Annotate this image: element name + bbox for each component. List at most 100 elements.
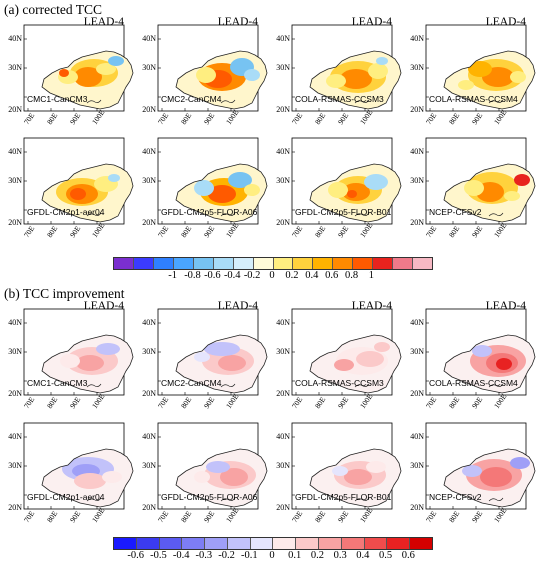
- tcc-contour: [347, 190, 357, 198]
- section-a-title: (a) corrected TCC: [4, 2, 102, 17]
- lat-tick-label: 40N: [410, 432, 424, 441]
- tcc-contour: [376, 57, 388, 65]
- axis-ticks: [426, 38, 500, 111]
- colorbar-tick-label: -0.4: [223, 270, 241, 281]
- lat-tick-label: 30N: [410, 347, 424, 356]
- colorbar-tick-label: -0.5: [150, 550, 167, 561]
- lat-tick-label: 20N: [410, 389, 424, 398]
- colorbar-segment: [341, 538, 365, 549]
- lat-tick-label: 20N: [276, 105, 290, 114]
- coastline: [86, 99, 102, 104]
- colorbar-a: [113, 257, 433, 270]
- map-frame: [291, 137, 402, 225]
- map-frame: [23, 24, 134, 112]
- tcc-contour: [59, 69, 69, 77]
- coastline: [220, 497, 236, 502]
- tcc-contour: [96, 63, 116, 75]
- lat-tick-label: 20N: [142, 105, 156, 114]
- model-name-label: NCEP-CFSv2: [429, 492, 482, 502]
- axis-ticks: [24, 38, 98, 111]
- lat-tick-label: 40N: [276, 34, 290, 43]
- plateau-boundary: [41, 448, 134, 508]
- lat-tick-label: 30N: [276, 461, 290, 470]
- colorbar-segment: [227, 538, 251, 549]
- lat-tick-label: 20N: [142, 218, 156, 227]
- colorbar-tick-label: 0.5: [379, 550, 393, 561]
- colorbar-segment: [364, 538, 388, 549]
- tcc-contour: [70, 188, 86, 200]
- tcc-contour: [208, 185, 236, 203]
- improvement-contour: [74, 473, 106, 489]
- tcc-contour: [74, 67, 102, 87]
- colorbar-tick-label: 0.8: [344, 270, 359, 281]
- coastline: [86, 383, 102, 388]
- plateau-boundary: [443, 163, 536, 223]
- axis-ticks: [24, 436, 98, 509]
- lat-tick-label: 30N: [142, 63, 156, 72]
- improvement-contour: [472, 345, 492, 357]
- improvement-contour: [496, 358, 512, 370]
- lat-tick-label: 30N: [8, 63, 22, 72]
- colorbar-tick-label: 0.1: [288, 550, 302, 561]
- lat-tick-label: 30N: [276, 347, 290, 356]
- improvement-contour: [366, 461, 386, 473]
- colorbar-segment: [173, 258, 194, 269]
- map-panel: 40N 30N 20N 70E 80E 90E 100E GFDL-CM2p5-FLOR-B0…: [268, 130, 402, 239]
- plateau-boundary: [175, 50, 268, 110]
- tcc-contour: [340, 69, 372, 89]
- axis-ticks: [292, 436, 366, 509]
- plateau-boundary: [309, 448, 402, 508]
- colorbar-tick-label: 0: [269, 270, 275, 281]
- lat-tick-label: 40N: [142, 147, 156, 156]
- map-frame: [425, 422, 536, 510]
- map-frame: [425, 24, 536, 112]
- coastline: [354, 383, 370, 388]
- map-frame: [291, 308, 402, 396]
- tcc-contour: [108, 56, 124, 66]
- colorbar-tick-label: -0.4: [172, 550, 190, 561]
- colorbar-segment: [410, 538, 432, 549]
- lead-label: LEAD-4: [217, 16, 258, 28]
- improvement-contour: [60, 354, 80, 368]
- colorbar-tick-label: -0.2: [218, 550, 235, 561]
- colorbar-tick-label: 0.4: [305, 270, 319, 281]
- coastline: [488, 497, 504, 502]
- lat-tick-label: 40N: [142, 318, 156, 327]
- model-name-label: CMC1-CanCM3: [27, 94, 88, 104]
- colorbar-segment: [319, 538, 342, 549]
- colorbar-segment: [233, 258, 254, 269]
- map-frame: [157, 137, 268, 225]
- colorbar-segment: [387, 538, 411, 549]
- axis-ticks: [158, 151, 232, 224]
- colorbar-segment: [153, 258, 174, 269]
- colorbar-segment: [253, 258, 274, 269]
- tcc-contour: [458, 80, 474, 90]
- lat-tick-label: 20N: [8, 218, 22, 227]
- improvement-contour: [332, 466, 348, 476]
- map-frame: [291, 24, 402, 112]
- colorbar-segment: [333, 258, 354, 269]
- colorbar-b: [113, 537, 433, 550]
- colorbar-tick-label: 0.2: [285, 270, 299, 281]
- lead-label: LEAD-4: [485, 300, 526, 312]
- coastline: [354, 497, 370, 502]
- improvement-contour: [102, 471, 122, 483]
- lat-tick-label: 20N: [410, 503, 424, 512]
- map-panel: 40N 30N 20N 70E 80E 90E 100E GFDL-CM2p5-FLOR-B0…: [268, 415, 402, 524]
- colorbar-segment: [393, 258, 414, 269]
- lat-tick-label: 20N: [142, 389, 156, 398]
- lat-tick-label: 20N: [276, 218, 290, 227]
- map-panel: 40N 30N 20N 70E 80E 90E 100E LEAD-4 CMC1-CanCM3: [0, 16, 134, 126]
- plateau-boundary: [309, 163, 402, 223]
- coastline: [488, 383, 504, 388]
- colorbar-segment: [133, 258, 154, 269]
- axis-ticks: [158, 38, 232, 111]
- lat-tick-label: 20N: [8, 389, 22, 398]
- map-panel: 40N 30N 20N 70E 80E 90E 100E GFDL-CM2p1-aer04: [0, 415, 134, 524]
- improvement-contour: [194, 471, 210, 483]
- colorbar-tick-label: -0.8: [184, 270, 201, 281]
- lead-label: LEAD-4: [83, 300, 124, 312]
- axis-ticks: [426, 151, 500, 224]
- plateau-boundary: [309, 334, 402, 394]
- lat-tick-label: 20N: [8, 503, 22, 512]
